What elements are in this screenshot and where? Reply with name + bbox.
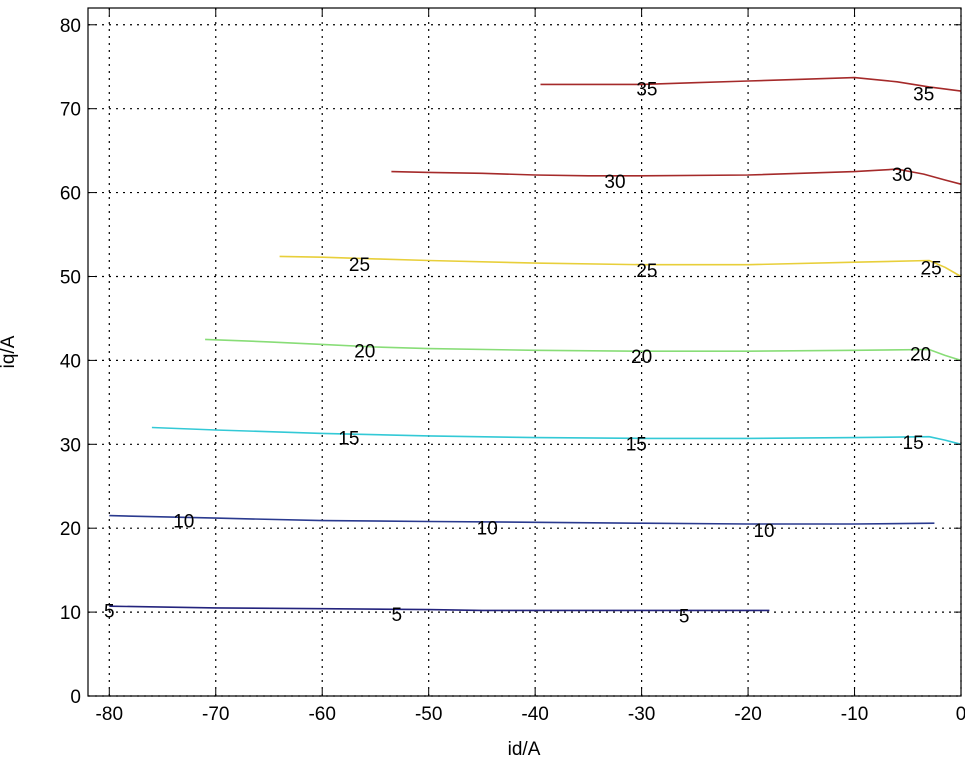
- contour-label-25: 25: [921, 258, 942, 279]
- contour-line-20: [205, 338, 962, 362]
- contour-label-30: 30: [892, 165, 913, 186]
- x-tick-label: -40: [521, 704, 548, 725]
- axis-ticks: -80 -70 -60 -50 -40 -30 -20 -10 0 0 10 20 30 40 50 60 70…: [60, 8, 965, 725]
- x-tick-label: -20: [734, 704, 761, 725]
- x-tick-label: -50: [415, 704, 442, 725]
- contour-label-10: 10: [753, 521, 774, 542]
- contour-label-35: 35: [913, 85, 934, 106]
- x-tick-label: -70: [202, 704, 229, 725]
- contour-label-5: 5: [391, 605, 402, 626]
- contour-label-35: 35: [636, 80, 657, 101]
- contour-line-5: [109, 605, 770, 612]
- contour-label-20: 20: [631, 347, 652, 368]
- contour-label-25: 25: [636, 261, 657, 282]
- y-tick-label: 30: [60, 435, 81, 456]
- contour-label-10: 10: [173, 512, 194, 533]
- contour-label-25: 25: [349, 255, 370, 276]
- y-tick-label: 40: [60, 351, 81, 372]
- contour-line-15: [151, 426, 962, 446]
- contour-line-25: [279, 255, 962, 278]
- contour-label-15: 15: [903, 433, 924, 454]
- y-axis-label: iq/A: [0, 335, 19, 368]
- contour-label-20: 20: [910, 345, 931, 366]
- contour-label-20: 20: [354, 341, 375, 362]
- contour-label-5: 5: [679, 606, 690, 627]
- x-tick-label: -80: [96, 704, 123, 725]
- contour-label-15: 15: [338, 429, 359, 450]
- contour-label-10: 10: [477, 518, 498, 539]
- contour-label-15: 15: [626, 434, 647, 455]
- y-tick-label: 10: [60, 603, 81, 624]
- contour-line-35: [540, 76, 962, 92]
- contour-label-5: 5: [104, 601, 115, 622]
- x-tick-label: -60: [308, 704, 335, 725]
- contour-lines: [109, 76, 962, 612]
- x-tick-label: -10: [841, 704, 868, 725]
- contour-label-30: 30: [604, 172, 625, 193]
- x-tick-label: 0: [956, 704, 965, 725]
- y-tick-label: 60: [60, 184, 81, 205]
- plot-area: [88, 8, 961, 696]
- contour-line-30: [391, 168, 962, 185]
- y-tick-label: 0: [70, 687, 81, 708]
- plot-frame: [87, 7, 962, 697]
- y-tick-label: 80: [60, 16, 81, 37]
- contour-line-10: [109, 514, 935, 525]
- contour-labels: 5 5 5 10 10 10 15 15 15 20 20 20 25 25 25 30 30 35 35: [104, 80, 942, 628]
- y-tick-label: 70: [60, 100, 81, 121]
- y-tick-label: 20: [60, 519, 81, 540]
- y-tick-label: 50: [60, 267, 81, 288]
- x-tick-label: -30: [628, 704, 655, 725]
- x-axis-label: id/A: [508, 739, 541, 760]
